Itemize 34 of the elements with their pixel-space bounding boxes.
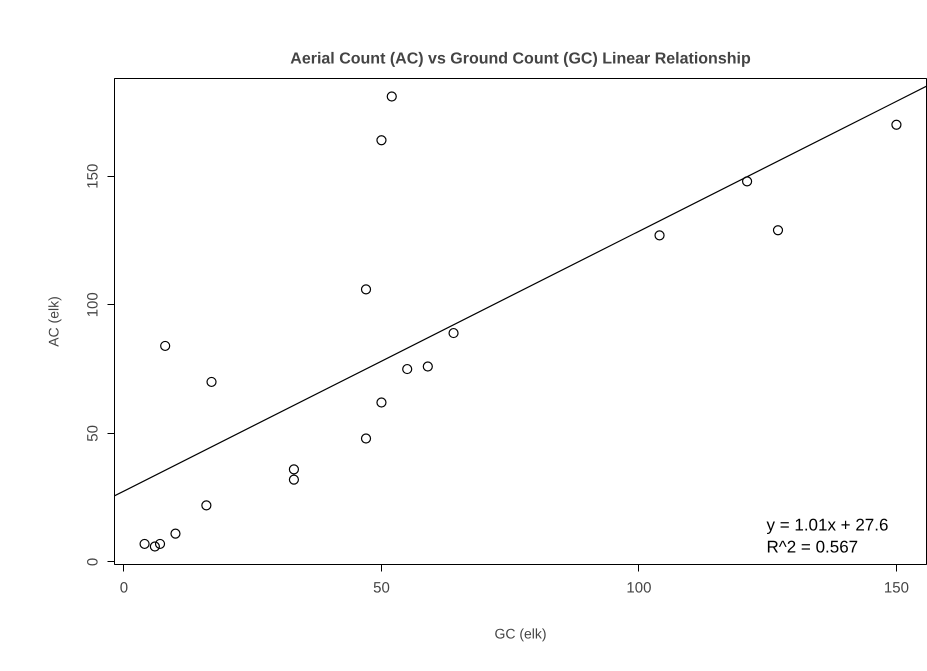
point xyxy=(206,376,217,388)
x-tick-label: 0 xyxy=(120,580,128,596)
point xyxy=(201,500,212,510)
y-axis-title: AC (elk) xyxy=(46,296,62,347)
point xyxy=(170,528,181,539)
annotation: R^2 = 0.567 xyxy=(766,538,858,556)
x-axis-title: GC (elk) xyxy=(494,626,547,642)
point xyxy=(448,328,459,338)
y-tick-label: 0 xyxy=(84,558,102,566)
point xyxy=(139,538,150,550)
point xyxy=(422,361,433,372)
point xyxy=(154,538,166,550)
point xyxy=(150,541,160,552)
x-tick-label: 100 xyxy=(626,580,652,596)
x-tick-label: 150 xyxy=(884,580,909,596)
point xyxy=(742,176,752,186)
point xyxy=(402,364,412,374)
point xyxy=(160,340,170,352)
point xyxy=(376,135,387,146)
point xyxy=(360,284,372,294)
point xyxy=(891,120,902,130)
point xyxy=(288,474,300,485)
y-tick-label: 50 xyxy=(84,425,102,442)
annotation: y = 1.01x + 27.6 xyxy=(766,516,888,534)
chart-title: Aerial Count (AC) vs Ground Count (GC) Linear Relationship xyxy=(290,50,751,68)
point xyxy=(654,230,665,240)
point xyxy=(288,464,300,474)
point xyxy=(386,91,397,102)
y-tick-label: 100 xyxy=(84,292,102,318)
point xyxy=(360,433,372,444)
point xyxy=(376,397,387,408)
point xyxy=(772,225,784,236)
y-tick-label: 150 xyxy=(84,164,102,189)
x-tick-label: 50 xyxy=(373,580,390,596)
